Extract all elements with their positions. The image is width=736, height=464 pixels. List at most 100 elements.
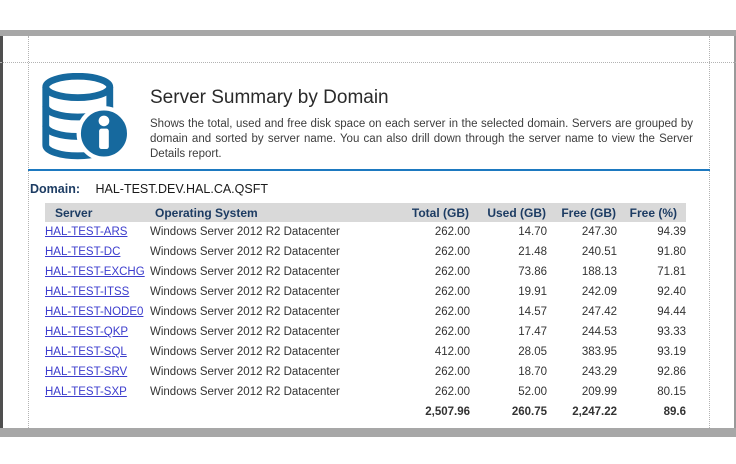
- free-cell: 209.99: [581, 386, 617, 398]
- total-cell: 262.00: [434, 366, 470, 378]
- server-link[interactable]: HAL-TEST-SQL: [45, 346, 127, 358]
- server-link[interactable]: HAL-TEST-ITSS: [45, 286, 130, 298]
- domain-value: HAL-TEST.DEV.HAL.CA.QSFT: [95, 182, 268, 196]
- report-description: Shows the total, used and free disk spac…: [150, 118, 693, 160]
- page-left-edge: [0, 36, 3, 428]
- page-top-edge: [0, 30, 736, 36]
- server-link[interactable]: HAL-TEST-SRV: [45, 366, 128, 378]
- used-cell: 73.86: [518, 266, 547, 278]
- total-cell: 262.00: [434, 266, 470, 278]
- server-link[interactable]: HAL-TEST-NODE0: [45, 306, 144, 318]
- server-link[interactable]: HAL-TEST-SXP: [45, 386, 127, 398]
- totals-row: 2,507.96 260.75 2,247.22 89.6: [45, 402, 686, 422]
- server-cell: HAL-TEST-SQL: [45, 342, 150, 362]
- server-summary-table: Server Operating System Total (GB) Used …: [45, 203, 686, 422]
- free-cell: 244.53: [581, 326, 617, 338]
- totals-used: 260.75: [511, 406, 547, 418]
- os-cell: Windows Server 2012 R2 Datacenter: [150, 266, 340, 278]
- server-cell: HAL-TEST-EXCHG: [45, 262, 150, 282]
- domain-label: Domain:: [30, 182, 80, 196]
- os-cell: Windows Server 2012 R2 Datacenter: [150, 386, 340, 398]
- column-header-free: Free (GB): [547, 203, 617, 222]
- server-link[interactable]: HAL-TEST-ARS: [45, 226, 128, 238]
- used-cell: 21.48: [518, 246, 547, 258]
- page-bottom-edge: [0, 428, 736, 437]
- totals-freepct: 89.6: [663, 406, 686, 418]
- totals-empty: [45, 402, 150, 422]
- server-cell: HAL-TEST-SXP: [45, 382, 150, 402]
- table-header-row: Server Operating System Total (GB) Used …: [45, 203, 686, 222]
- page-title: Server Summary by Domain: [150, 87, 389, 108]
- free-cell: 242.09: [581, 286, 617, 298]
- database-info-icon: [42, 73, 132, 161]
- used-cell: 52.00: [518, 386, 547, 398]
- column-header-used: Used (GB): [470, 203, 547, 222]
- table-row: HAL-TEST-EXCHG Windows Server 2012 R2 Dat…: [45, 262, 686, 282]
- total-cell: 262.00: [434, 326, 470, 338]
- domain-row: Domain: HAL-TEST.DEV.HAL.CA.QSFT: [30, 182, 268, 196]
- column-header-os: Operating System: [150, 203, 405, 222]
- os-cell: Windows Server 2012 R2 Datacenter: [150, 346, 340, 358]
- free-cell: 247.42: [581, 306, 617, 318]
- os-cell: Windows Server 2012 R2 Datacenter: [150, 286, 340, 298]
- total-cell: 262.00: [434, 306, 470, 318]
- margin-guide-left: [28, 36, 29, 428]
- table-row: HAL-TEST-ARS Windows Server 2012 R2 Datac…: [45, 222, 686, 242]
- margin-guide-top: [0, 62, 736, 63]
- os-cell: Windows Server 2012 R2 Datacenter: [150, 326, 340, 338]
- total-cell: 412.00: [434, 346, 470, 358]
- table-row: HAL-TEST-SXP Windows Server 2012 R2 Datac…: [45, 382, 686, 402]
- freepct-cell: 80.15: [657, 386, 686, 398]
- used-cell: 19.91: [518, 286, 547, 298]
- used-cell: 14.57: [518, 306, 547, 318]
- margin-guide-right: [709, 36, 710, 428]
- total-cell: 262.00: [434, 246, 470, 258]
- server-link[interactable]: HAL-TEST-QKP: [45, 326, 129, 338]
- totals-total: 2,507.96: [425, 406, 470, 418]
- header-divider: [28, 169, 710, 171]
- free-cell: 240.51: [581, 246, 617, 258]
- freepct-cell: 94.44: [657, 306, 686, 318]
- total-cell: 262.00: [434, 226, 470, 238]
- server-cell: HAL-TEST-ARS: [45, 222, 150, 242]
- freepct-cell: 92.86: [657, 366, 686, 378]
- free-cell: 247.30: [581, 226, 617, 238]
- server-cell: HAL-TEST-ITSS: [45, 282, 150, 302]
- totals-empty: [150, 402, 405, 422]
- table-row: HAL-TEST-NODE0 Windows Server 2012 R2 Dat…: [45, 302, 686, 322]
- freepct-cell: 94.39: [657, 226, 686, 238]
- os-cell: Windows Server 2012 R2 Datacenter: [150, 306, 340, 318]
- used-cell: 28.05: [518, 346, 547, 358]
- free-cell: 243.29: [581, 366, 617, 378]
- totals-free: 2,247.22: [572, 406, 617, 418]
- column-header-total: Total (GB): [405, 203, 470, 222]
- column-header-server: Server: [45, 203, 150, 222]
- table-row: HAL-TEST-ITSS Windows Server 2012 R2 Data…: [45, 282, 686, 302]
- table-row: HAL-TEST-SQL Windows Server 2012 R2 Datac…: [45, 342, 686, 362]
- server-cell: HAL-TEST-NODE0: [45, 302, 150, 322]
- free-cell: 188.13: [581, 266, 617, 278]
- server-link[interactable]: HAL-TEST-DC: [45, 246, 121, 258]
- total-cell: 262.00: [434, 286, 470, 298]
- freepct-cell: 71.81: [657, 266, 686, 278]
- freepct-cell: 92.40: [657, 286, 686, 298]
- page-right-edge: [734, 36, 736, 428]
- freepct-cell: 93.19: [657, 346, 686, 358]
- used-cell: 18.70: [518, 366, 547, 378]
- table-row: HAL-TEST-SRV Windows Server 2012 R2 Datac…: [45, 362, 686, 382]
- freepct-cell: 91.80: [657, 246, 686, 258]
- table-row: HAL-TEST-QKP Windows Server 2012 R2 Datac…: [45, 322, 686, 342]
- table-row: HAL-TEST-DC Windows Server 2012 R2 Datace…: [45, 242, 686, 262]
- column-header-freepct: Free (%): [617, 203, 686, 222]
- server-cell: HAL-TEST-QKP: [45, 322, 150, 342]
- server-link[interactable]: HAL-TEST-EXCHG: [45, 266, 145, 278]
- used-cell: 17.47: [518, 326, 547, 338]
- os-cell: Windows Server 2012 R2 Datacenter: [150, 246, 340, 258]
- os-cell: Windows Server 2012 R2 Datacenter: [150, 226, 340, 238]
- os-cell: Windows Server 2012 R2 Datacenter: [150, 366, 340, 378]
- server-cell: HAL-TEST-SRV: [45, 362, 150, 382]
- used-cell: 14.70: [518, 226, 547, 238]
- server-cell: HAL-TEST-DC: [45, 242, 150, 262]
- free-cell: 383.95: [581, 346, 617, 358]
